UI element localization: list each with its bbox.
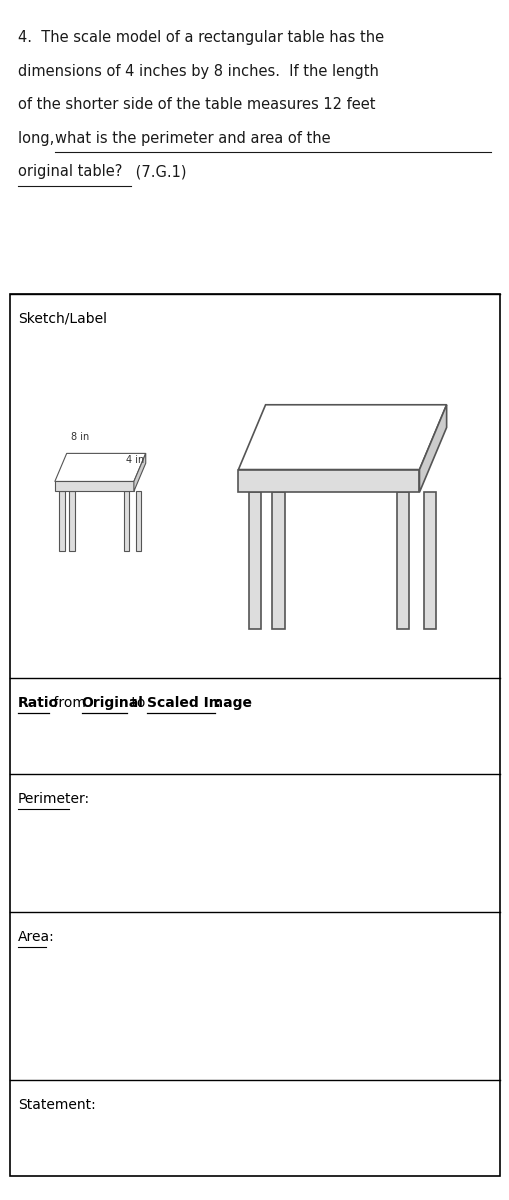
Polygon shape xyxy=(396,492,409,629)
Polygon shape xyxy=(419,404,446,492)
Polygon shape xyxy=(124,491,129,551)
Text: 4 in: 4 in xyxy=(126,455,145,464)
Polygon shape xyxy=(248,492,261,629)
Polygon shape xyxy=(423,492,436,629)
Text: (7.G.1): (7.G.1) xyxy=(131,164,186,179)
Text: from: from xyxy=(49,696,91,710)
Polygon shape xyxy=(238,469,419,492)
Text: of the shorter side of the table measures 12 feet: of the shorter side of the table measure… xyxy=(18,97,375,113)
Text: Original: Original xyxy=(81,696,143,710)
Text: Statement:: Statement: xyxy=(18,1098,95,1112)
Text: 8 in: 8 in xyxy=(71,432,90,442)
Text: original table?: original table? xyxy=(18,164,122,179)
Polygon shape xyxy=(134,454,146,491)
Polygon shape xyxy=(55,454,146,481)
Polygon shape xyxy=(59,491,65,551)
Text: 4.  The scale model of a rectangular table has the: 4. The scale model of a rectangular tabl… xyxy=(18,30,383,44)
Text: long,: long, xyxy=(18,131,59,145)
Text: Scaled Image: Scaled Image xyxy=(147,696,251,710)
Polygon shape xyxy=(135,491,141,551)
Text: :: : xyxy=(214,696,220,710)
Polygon shape xyxy=(69,491,75,551)
Text: Sketch/Label: Sketch/Label xyxy=(18,312,107,326)
Text: to: to xyxy=(127,696,150,710)
Text: Area:: Area: xyxy=(18,930,54,944)
Text: dimensions of 4 inches by 8 inches.  If the length: dimensions of 4 inches by 8 inches. If t… xyxy=(18,64,378,79)
Text: what is the perimeter and area of the: what is the perimeter and area of the xyxy=(54,131,329,145)
Text: Perimeter:: Perimeter: xyxy=(18,792,90,806)
Polygon shape xyxy=(55,481,134,491)
Polygon shape xyxy=(271,492,284,629)
FancyBboxPatch shape xyxy=(10,294,499,1176)
Text: Ratio: Ratio xyxy=(18,696,59,710)
Polygon shape xyxy=(238,404,446,469)
